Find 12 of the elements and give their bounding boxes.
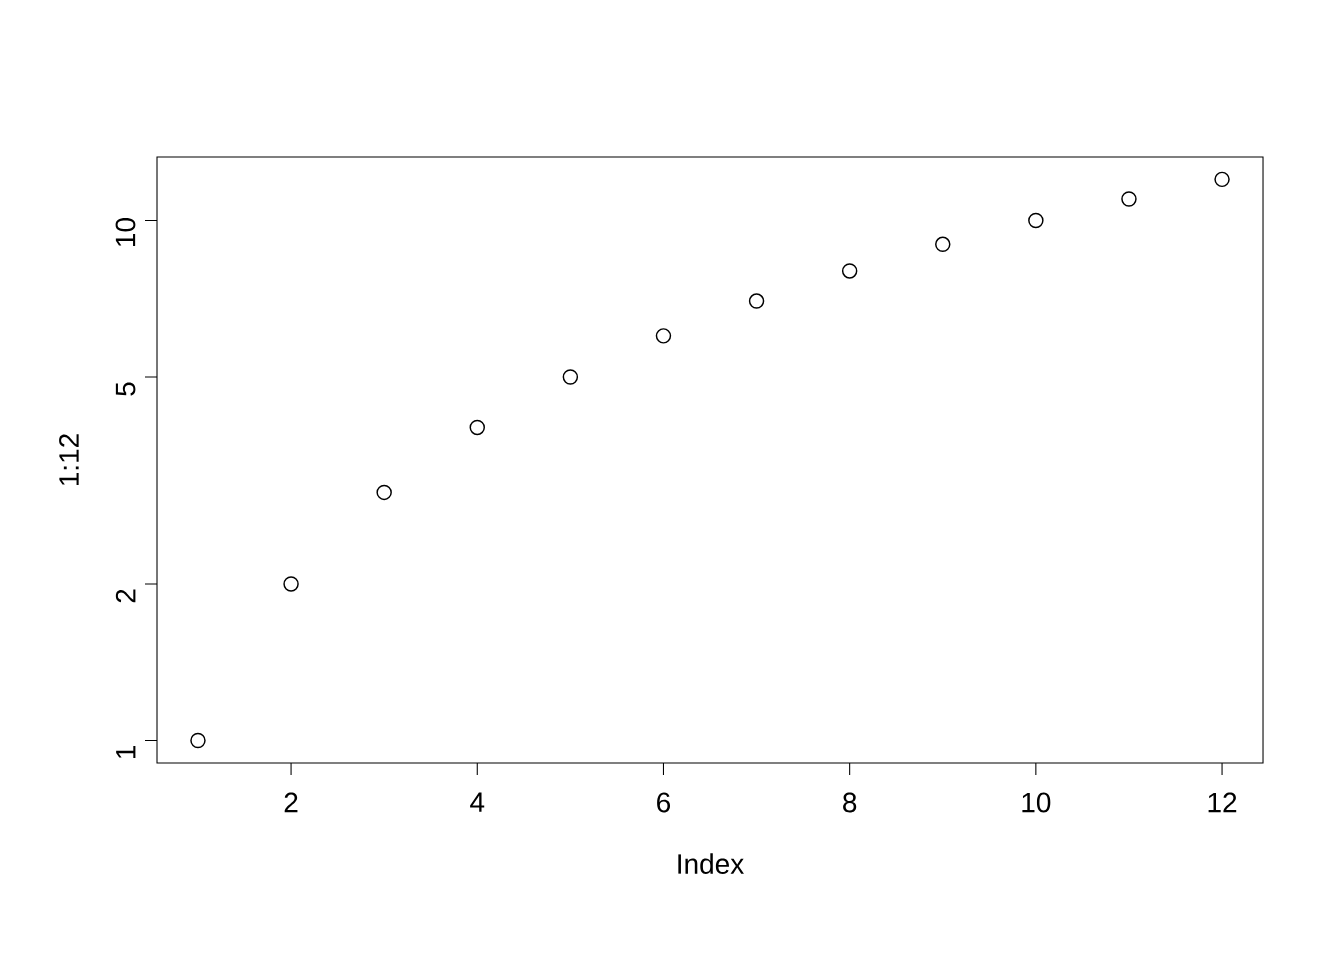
y-tick-label: 2 (115, 589, 136, 603)
x-tick-label: 6 (657, 792, 671, 813)
y-tick-label: 5 (115, 382, 136, 396)
y-tick-label: 10 (115, 218, 136, 246)
x-axis-title: Index (678, 853, 744, 874)
x-tick-label: 4 (470, 792, 485, 812)
x-tick-label: 12 (1208, 792, 1237, 813)
y-axis-title: 1:12 (59, 434, 79, 486)
x-tick-label: 10 (1022, 792, 1051, 813)
x-tick-label: 8 (843, 792, 857, 813)
x-tick-label: 2 (284, 792, 298, 813)
y-tick-label: 1 (116, 746, 136, 759)
